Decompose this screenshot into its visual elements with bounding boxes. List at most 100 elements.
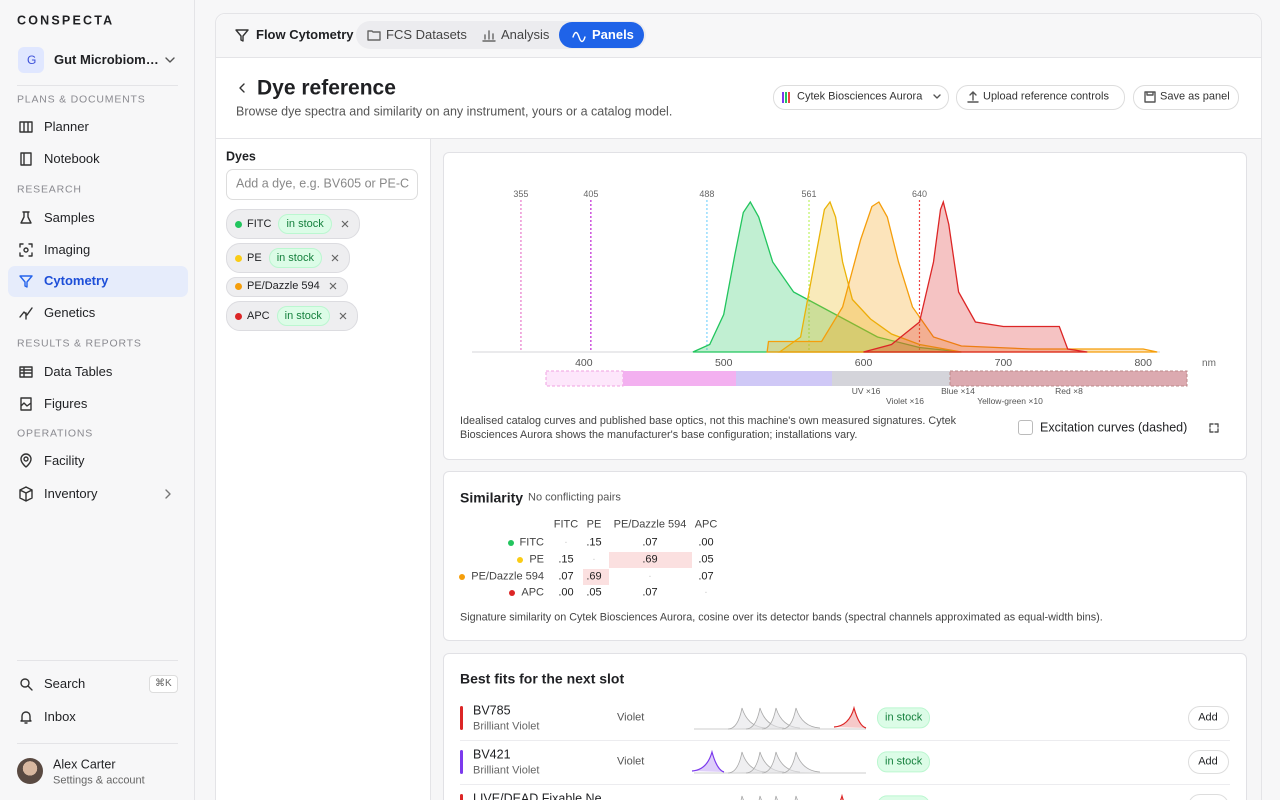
add-button[interactable] [1188, 750, 1229, 774]
laser-label: 405 [583, 189, 598, 199]
fit-name: BV421 [473, 747, 511, 762]
remove-icon[interactable] [331, 254, 339, 262]
similarity-cell: .00 [558, 586, 574, 599]
mini-curve [781, 751, 821, 774]
card-title: Best fits for the next slot [460, 670, 625, 687]
add-button[interactable] [1188, 706, 1229, 730]
add-label: Add [1198, 755, 1218, 768]
similarity-cell: .00 [698, 536, 714, 549]
dye-dot [235, 282, 242, 290]
similarity-cell: .05 [586, 586, 602, 599]
sidebar [0, 0, 195, 800]
inbox[interactable]: Inbox [44, 709, 76, 725]
similarity-cell: .05 [698, 553, 714, 566]
user-name[interactable]: Alex Carter [53, 757, 116, 772]
nav-item[interactable]: Notebook [44, 151, 100, 167]
x-axis-label: nm [1202, 358, 1216, 369]
brand: CONSPECTA [17, 13, 115, 28]
action-button[interactable] [1133, 85, 1239, 110]
nav-item[interactable]: Genetics [44, 305, 96, 321]
remove-icon[interactable] [329, 282, 337, 290]
dye-chip[interactable]: PE in stock [226, 243, 350, 273]
status-badge: in stock [268, 248, 322, 268]
checkbox[interactable] [1018, 420, 1033, 435]
workspace-name[interactable]: Gut Microbiom… [54, 52, 159, 68]
add-label: Add [1198, 711, 1218, 724]
icon-shape [19, 486, 33, 502]
icon-shape [19, 275, 33, 288]
icon [19, 486, 33, 502]
search[interactable]: Search [44, 676, 86, 692]
mini-spectrum [694, 705, 867, 730]
icon [20, 152, 32, 166]
similarity-cell: · [564, 536, 568, 549]
nav-item[interactable]: Facility [44, 453, 85, 469]
icon-shape [19, 243, 33, 257]
mini-curve [781, 707, 821, 730]
row-dot [509, 590, 515, 596]
spectrum-area [692, 200, 962, 353]
tab[interactable]: Panels [592, 27, 634, 43]
section-tab[interactable]: Flow Cytometry [256, 27, 354, 43]
laser-label: 640 [912, 189, 927, 199]
icon-shape [20, 711, 32, 724]
detector-band [736, 371, 832, 386]
page-subtitle: Browse dye spectra and similarity on any… [236, 104, 673, 119]
divider [216, 138, 1261, 139]
column-header: PE [586, 518, 602, 531]
nav-item[interactable]: Inventory [44, 486, 98, 502]
icon [20, 678, 33, 691]
user-subtitle: Settings & account [53, 774, 145, 787]
best-fits-card [443, 653, 1247, 800]
icon [572, 31, 586, 43]
nav-item[interactable]: Figures [44, 396, 88, 412]
laser-label: 561 [801, 189, 816, 199]
nav-item[interactable]: Samples [44, 210, 95, 226]
detector-label: Blue ×14 [941, 386, 975, 396]
similarity-cell: .07 [558, 570, 574, 583]
remove-icon[interactable] [339, 312, 347, 320]
nav-item[interactable]: Planner [44, 119, 89, 135]
icon-shape [20, 397, 32, 411]
icon-bar [782, 92, 784, 103]
detector-label: Violet ×16 [886, 396, 924, 406]
tab[interactable]: Analysis [501, 27, 550, 43]
icon [20, 211, 32, 224]
tab[interactable]: FCS Datasets [386, 27, 467, 43]
icon-shape [239, 83, 245, 93]
icon [19, 275, 33, 288]
icon-shape [165, 489, 171, 499]
row-label: APC [521, 586, 544, 599]
remove-icon[interactable] [341, 220, 349, 228]
dye-dot [235, 312, 242, 320]
dye-name: PE [247, 252, 262, 264]
detector-label: UV ×16 [852, 386, 881, 396]
detector-band [949, 370, 1188, 387]
icon [782, 92, 790, 103]
column-header: APC [694, 518, 718, 531]
dye-chip[interactable]: PE/Dazzle 594 [226, 277, 348, 297]
x-tick-label: 400 [575, 357, 593, 369]
divider [17, 743, 178, 744]
row-dot [459, 574, 465, 580]
nav-item[interactable]: Imaging [44, 242, 91, 258]
icon-shape [235, 29, 249, 42]
dye-chip[interactable]: FITC in stock [226, 209, 360, 239]
dye-input[interactable] [226, 169, 418, 200]
divider [460, 784, 1230, 785]
icon [20, 397, 32, 411]
chart-caption: Idealised catalog curves and published b… [460, 414, 956, 441]
similarity-cell: .07 [642, 536, 658, 549]
laser-label: 488 [699, 189, 714, 199]
workspace-avatar [18, 47, 44, 73]
icon-shape [165, 57, 175, 63]
instrument-select[interactable] [773, 85, 949, 110]
dye-chip[interactable]: APC in stock [226, 301, 358, 331]
icon-shape [19, 121, 33, 133]
icon [1209, 423, 1219, 433]
nav-item[interactable]: Cytometry [44, 273, 109, 289]
action-button[interactable] [956, 85, 1125, 110]
icon [165, 57, 175, 63]
nav-item[interactable]: Data Tables [44, 364, 113, 380]
